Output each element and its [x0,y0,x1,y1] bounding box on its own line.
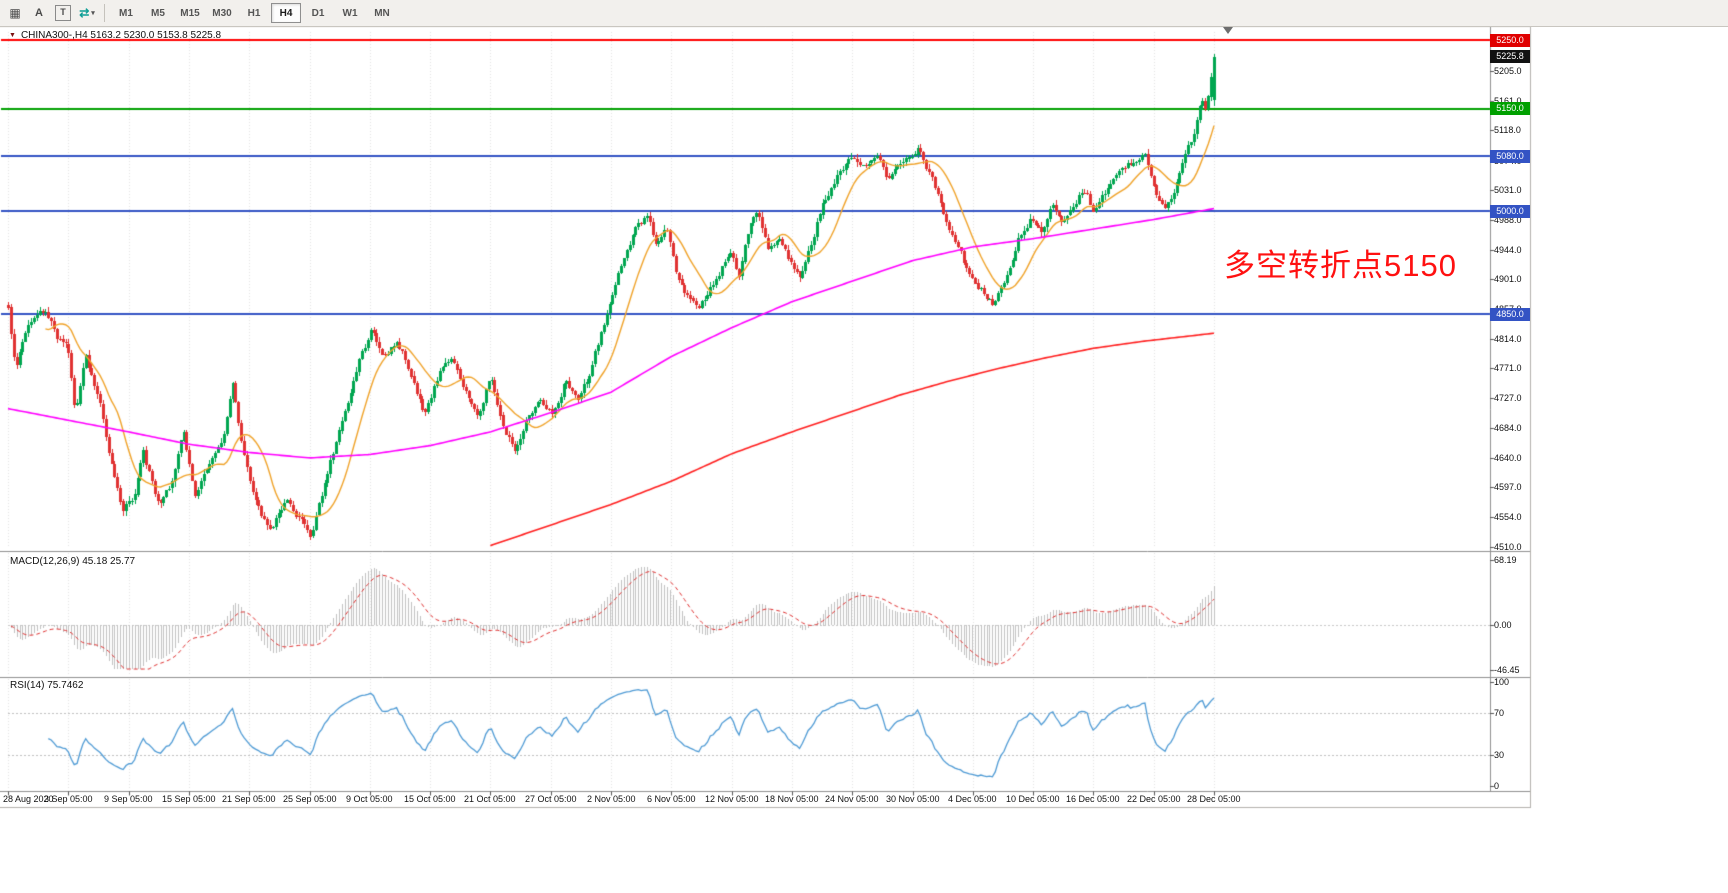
time-axis-label: 28 Aug 2020 [3,794,54,804]
toolbar-separator [104,4,105,22]
symbol-info: ▼ CHINA300-,H4 5163.2 5230.0 5153.8 5225.… [9,30,221,41]
price-scale-tick: 5118.0 [1494,125,1521,136]
price-scale-tick: 4510.0 [1494,542,1522,552]
rsi-scale-tick: 0 [1494,781,1500,791]
time-axis-label: 10 Dec 05:00 [1006,794,1060,804]
time-axis-label: 24 Nov 05:00 [825,794,879,804]
arrows-icon: ⇄ [79,6,90,20]
symbol-ohlc-text: CHINA300-,H4 5163.2 5230.0 5153.8 5225.8 [20,30,222,41]
cursor-tool-button[interactable]: A [35,7,43,19]
time-axis-label: 3 Sep 05:00 [44,794,93,804]
price-badge: 5225.8 [1490,50,1530,64]
timeframe-button-w1[interactable]: W1 [342,7,358,19]
time-axis-label: 12 Nov 05:00 [705,794,759,804]
annotation-text: 多空转折点5150 [1224,248,1457,283]
timeframe-button-m15[interactable]: M15 [180,7,200,19]
caret-down-icon: ▾ [91,10,95,17]
time-axis-label: 18 Nov 05:00 [765,794,819,804]
chart-grid-icon[interactable]: ▦ [9,6,21,20]
timeframe-group: M1 M5 M15 M30 H1 H4 D1 W1 MN [110,3,398,23]
timeframe-button-m30[interactable]: M30 [212,7,232,19]
rsi-scale-tick: 100 [1494,677,1510,687]
text-tool-label: T [55,5,71,21]
macd-scale-tick: 68.19 [1494,555,1517,565]
price-scale-tick: 4684.0 [1494,422,1522,433]
timeframe-button-d1[interactable]: D1 [311,7,325,19]
timeframe-button-mn[interactable]: MN [374,7,390,19]
rsi-scale-tick: 70 [1494,708,1505,719]
rsi-scale-tick: 30 [1494,749,1505,760]
time-axis-label: 6 Nov 05:00 [647,794,696,804]
price-chart-canvas[interactable] [0,26,1540,809]
timeframe-button-h4[interactable]: H4 [271,3,301,23]
price-scale-tick: 4727.0 [1494,393,1522,404]
time-axis-label: 4 Dec 05:00 [948,794,997,804]
rsi-indicator-label: RSI(14) 75.7462 [10,680,84,691]
time-axis-label: 22 Dec 05:00 [1127,794,1181,804]
price-badge: 5080.0 [1490,149,1530,163]
price-scale-tick: 4771.0 [1494,363,1522,374]
time-axis-label: 2 Nov 05:00 [587,794,636,804]
timeframe-button-m5[interactable]: M5 [151,7,165,19]
price-scale-tick: 4597.0 [1494,482,1522,493]
time-axis-label: 21 Oct 05:00 [464,794,516,804]
time-axis-label: 9 Oct 05:00 [346,794,393,804]
price-scale-tick: 4901.0 [1494,274,1522,285]
price-scale-tick: 5161.0 [1494,95,1522,106]
price-scale-tick: 4944.0 [1494,244,1522,255]
price-scale-tick: 4814.0 [1494,333,1522,344]
macd-indicator-label: MACD(12,26,9) 45.18 25.77 [10,556,136,567]
macd-scale-tick: -46.45 [1494,665,1520,675]
price-scale-tick: 5031.0 [1494,185,1522,196]
timeframe-button-m1[interactable]: M1 [119,7,133,19]
price-badge: 4850.0 [1490,307,1530,321]
price-scale-tick: 4988.0 [1494,214,1522,225]
symbol-marker-icon: ▼ [9,32,16,39]
timeframe-button-h1[interactable]: H1 [247,7,261,19]
time-axis-label: 25 Sep 05:00 [283,794,337,804]
time-axis-label: 27 Oct 05:00 [525,794,577,804]
price-scale-tick: 4554.0 [1494,511,1522,522]
chart-shift-marker[interactable] [1223,27,1233,34]
cycle-tool-button[interactable]: ⇄ ▾ [76,2,98,24]
time-axis-label: 30 Nov 05:00 [886,794,940,804]
time-axis-label: 15 Oct 05:00 [404,794,456,804]
price-badge: 5150.0 [1490,102,1530,115]
top-toolbar: ▦ A T ⇄ ▾ M1 M5 M15 M30 H1 H4 D1 W1 MN [0,0,1728,27]
price-badge: 5000.0 [1490,204,1530,218]
time-axis-label: 21 Sep 05:00 [222,794,276,804]
time-axis-label: 9 Sep 05:00 [104,794,153,804]
time-axis-label: 28 Dec 05:00 [1187,794,1241,804]
time-axis-label: 15 Sep 05:00 [162,794,216,804]
time-axis-label: 16 Dec 05:00 [1066,794,1120,804]
price-badge: 5250.0 [1490,33,1530,47]
macd-scale-tick: 0.00 [1494,620,1512,631]
price-scale-tick: 4640.0 [1494,452,1522,463]
price-scale-tick: 5205.0 [1494,65,1522,76]
text-tool-button[interactable]: T [52,2,74,24]
